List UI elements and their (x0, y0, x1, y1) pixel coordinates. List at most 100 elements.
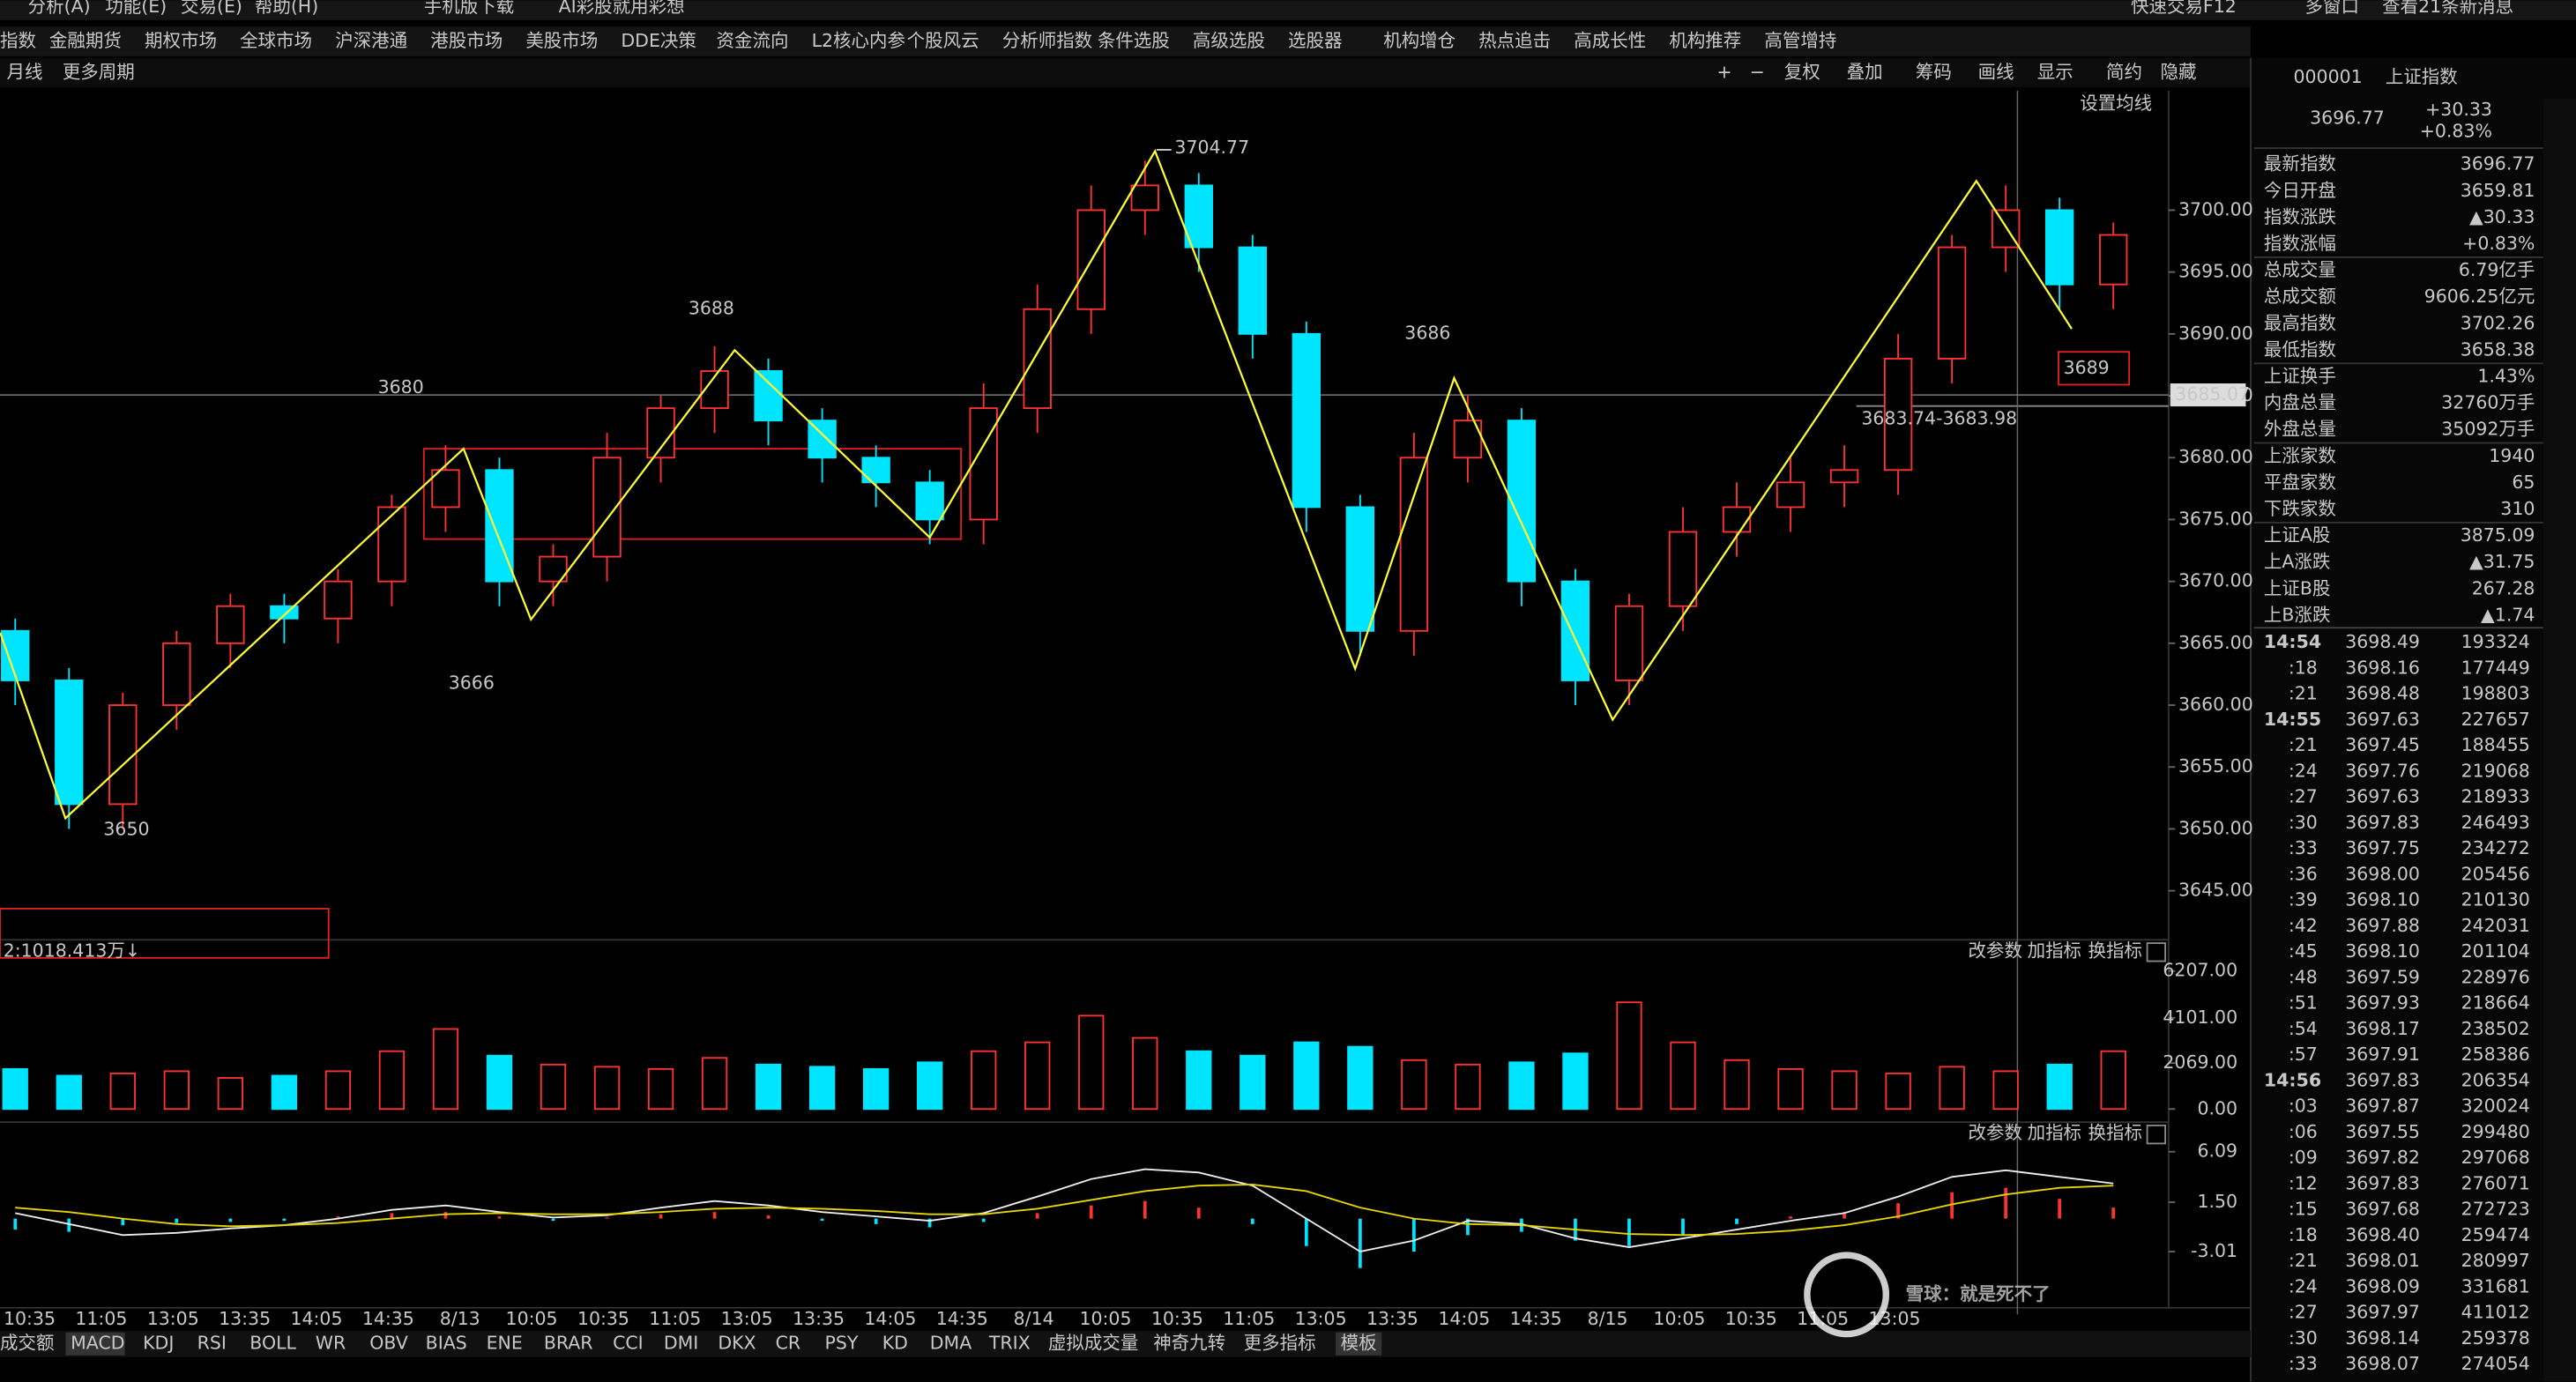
tool-button[interactable]: 复权 (1784, 61, 1820, 82)
indicator-tab[interactable]: DMI (664, 1333, 699, 1354)
quote-label: 上涨家数 (2264, 445, 2336, 466)
close-button[interactable] (2146, 942, 2167, 962)
volume-bar (1240, 1054, 1266, 1111)
menu-item[interactable]: AI彩股就用彩想 (559, 0, 685, 17)
indicator-tab[interactable]: WR (316, 1333, 346, 1354)
nav-item[interactable]: 机构增仓 (1383, 30, 1456, 51)
panel-button[interactable]: 改参数 (1968, 1122, 2021, 1143)
tick-volume: 320024 (2461, 1096, 2530, 1117)
nav-item[interactable]: 期权市场 (145, 30, 217, 51)
candle-body (2099, 234, 2128, 286)
nav-item[interactable]: 资金流向 (716, 30, 788, 51)
volume-bar (916, 1061, 943, 1111)
tool-button[interactable]: 显示 (2037, 61, 2073, 82)
quote-price: 3696.77 (2310, 108, 2385, 129)
nav-item[interactable]: 高管增持 (1764, 30, 1836, 51)
tick-time: :27 (2289, 1302, 2318, 1323)
x-tick-label: 11:05 (75, 1308, 127, 1329)
indicator-tab[interactable]: PSY (824, 1333, 858, 1354)
nav-item[interactable]: 高成长性 (1574, 30, 1646, 51)
menu-item[interactable]: 手机版下载 (424, 0, 514, 17)
candle-body (1722, 506, 1752, 533)
x-tick-label: 14:35 (1510, 1308, 1562, 1329)
nav-item[interactable]: 条件选股 (1098, 30, 1170, 51)
indicator-tab[interactable]: KDJ (143, 1333, 174, 1354)
nav-item[interactable]: 个股风云 (907, 30, 979, 51)
quote-value: 6.79亿手 (2459, 259, 2535, 280)
tick-time: :18 (2289, 657, 2318, 678)
indicator-tab[interactable]: KD (882, 1333, 908, 1354)
tick-time: :45 (2289, 940, 2318, 962)
volume-bar (486, 1054, 513, 1111)
nav-item[interactable]: L2核心内参 (812, 30, 905, 51)
tick-volume: 198803 (2461, 683, 2530, 704)
indicator-tab[interactable]: TRIX (988, 1333, 1031, 1354)
indicator-tab[interactable]: CCI (613, 1333, 644, 1354)
menu-item[interactable]: 快速交易F12 (2131, 0, 2237, 17)
tool-bar (0, 57, 2252, 88)
indicator-tab[interactable]: DKX (718, 1333, 756, 1354)
indicator-tab[interactable]: ENE (487, 1333, 523, 1354)
indicator-tab[interactable]: DMA (930, 1333, 972, 1354)
indicator-tab[interactable]: BOLL (249, 1333, 296, 1354)
indicator-tab[interactable]: 更多指标 (1244, 1333, 1316, 1354)
menu-item[interactable]: 功能(E) (105, 0, 167, 17)
tool-button[interactable]: 隐藏 (2161, 61, 2197, 82)
indicator-tab[interactable]: BRAR (544, 1333, 593, 1354)
tab-active (1336, 1332, 1382, 1356)
indicator-tab[interactable]: OBV (369, 1333, 408, 1354)
nav-bar (0, 26, 2252, 56)
panel-button[interactable]: 换指标 (2088, 1122, 2142, 1143)
tick-price: 3697.88 (2345, 915, 2420, 936)
nav-item[interactable]: 港股市场 (430, 30, 503, 51)
nav-item[interactable]: 美股市场 (525, 30, 598, 51)
tool-button[interactable]: 叠加 (1847, 61, 1883, 82)
close-button[interactable] (2146, 1124, 2167, 1145)
indicator-tab[interactable]: 虚拟成交量 (1048, 1333, 1138, 1354)
ma-settings[interactable]: 设置均线 (2080, 93, 2152, 114)
indicator-tab[interactable]: BIAS (426, 1333, 467, 1354)
menu-item[interactable]: 多窗口 (2305, 0, 2359, 17)
panel-button[interactable]: 加指标 (2028, 940, 2081, 961)
y-tick-label: 6.09 (2197, 1141, 2237, 1162)
tool-button[interactable]: − (1750, 61, 1765, 82)
tick-volume: 246493 (2461, 812, 2530, 833)
tick-volume: 274054 (2461, 1353, 2530, 1374)
period-button[interactable]: 更多周期 (63, 61, 135, 82)
nav-item[interactable]: 分析师指数 (1002, 30, 1092, 51)
indicator-tab[interactable]: 神奇九转 (1153, 1333, 1225, 1354)
nav-item[interactable]: 金融期货 (49, 30, 122, 51)
menu-item[interactable]: 分析(A) (28, 0, 91, 17)
indicator-tab[interactable]: RSI (197, 1333, 227, 1354)
indicator-tab[interactable]: MACD (71, 1333, 124, 1354)
tick-price: 3698.09 (2345, 1275, 2420, 1297)
period-button[interactable]: 月线 (6, 61, 42, 82)
indicator-tab[interactable]: CR (776, 1333, 801, 1354)
nav-item[interactable]: 机构推荐 (1669, 30, 1741, 51)
indicator-tab[interactable]: 模板 (1341, 1333, 1377, 1354)
tool-button[interactable]: 筹码 (1916, 61, 1952, 82)
tool-button[interactable]: + (1716, 61, 1731, 82)
nav-item[interactable]: 指数 (0, 30, 36, 51)
panel-button[interactable]: 换指标 (2088, 940, 2142, 961)
panel-button[interactable]: 加指标 (2028, 1122, 2081, 1143)
volume-bar (1347, 1045, 1374, 1111)
y-tick-label: 3695.00 (2178, 261, 2253, 282)
tick-volume: 258386 (2461, 1044, 2530, 1065)
menu-item[interactable]: 帮助(H) (255, 0, 318, 17)
nav-item[interactable]: 热点追击 (1478, 30, 1551, 51)
tool-button[interactable]: 简约 (2106, 61, 2142, 82)
nav-item[interactable]: 高级选股 (1193, 30, 1265, 51)
indicator-tab[interactable]: 成交额 (0, 1333, 54, 1354)
menu-item[interactable]: 查看21条新消息 (2382, 0, 2513, 17)
panel-button[interactable]: 改参数 (1968, 940, 2021, 961)
nav-item[interactable]: 选股器 (1288, 30, 1342, 51)
tool-button[interactable]: 画线 (1978, 61, 2014, 82)
nav-item[interactable]: 沪深港通 (335, 30, 407, 51)
nav-item[interactable]: DDE决策 (621, 30, 696, 51)
nav-item[interactable]: 全球市场 (240, 30, 312, 51)
menu-item[interactable]: 交易(E) (181, 0, 242, 17)
candle-body (1292, 332, 1322, 509)
